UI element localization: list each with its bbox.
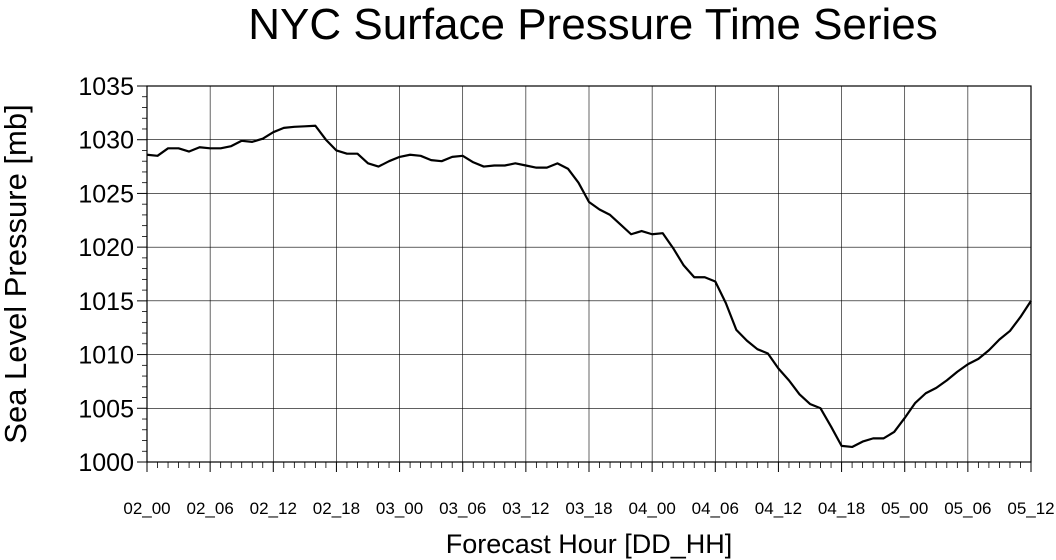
x-tick-label: 03_18 xyxy=(565,499,612,518)
y-tick-label: 1030 xyxy=(78,127,134,155)
major-tick-layer xyxy=(137,85,1032,472)
x-tick-label: 03_12 xyxy=(502,499,549,518)
grid-layer xyxy=(146,85,1032,463)
x-tick-label: 05_00 xyxy=(881,499,928,518)
x-tick-label: 02_18 xyxy=(313,499,360,518)
series-line xyxy=(146,124,1032,449)
x-axis-label: Forecast Hour [DD_HH] xyxy=(445,529,733,559)
minor-tick-layer xyxy=(142,96,1021,468)
chart-title: NYC Surface Pressure Time Series xyxy=(248,0,938,49)
x-tick-label: 05_06 xyxy=(944,499,991,518)
y-tick-label-layer: 1000 1005 1010 1015 1020 1025 1030 1035 xyxy=(78,73,134,477)
x-tick-label-layer: 02_00 02_06 02_12 02_18 03_00 03_06 03_12 03_18… xyxy=(123,499,1054,518)
x-tick-label: 02_06 xyxy=(187,499,234,518)
x-tick-label: 02_00 xyxy=(123,499,170,518)
x-tick-label: 04_12 xyxy=(755,499,802,518)
y-tick-label: 1025 xyxy=(78,180,134,208)
y-tick-label: 1000 xyxy=(78,449,134,477)
series-layer xyxy=(146,124,1032,449)
y-tick-label: 1010 xyxy=(78,342,134,370)
y-tick-label: 1035 xyxy=(78,73,134,101)
y-tick-label: 1020 xyxy=(78,234,134,262)
x-tick-label: 04_06 xyxy=(692,499,739,518)
x-tick-label: 03_06 xyxy=(439,499,486,518)
plot-frame xyxy=(146,85,1032,463)
y-tick-label: 1005 xyxy=(78,395,134,423)
x-tick-label: 05_12 xyxy=(1007,499,1054,518)
x-tick-label: 04_18 xyxy=(818,499,865,518)
x-tick-label: 04_00 xyxy=(629,499,676,518)
x-tick-label: 03_00 xyxy=(376,499,423,518)
y-tick-label: 1015 xyxy=(78,288,134,316)
x-tick-label: 02_12 xyxy=(250,499,297,518)
y-axis-label: Sea Level Pressure [mb] xyxy=(0,104,33,444)
